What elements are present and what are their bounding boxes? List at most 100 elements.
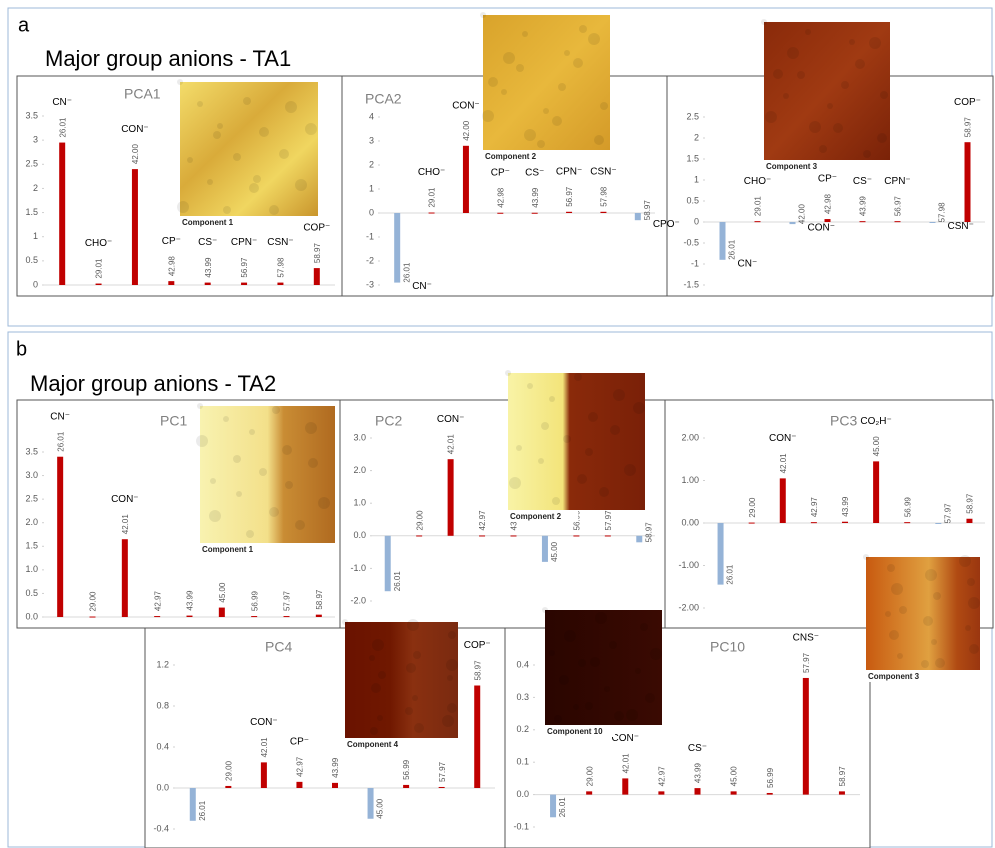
mass-label: 42.98 <box>824 193 833 214</box>
image-texture <box>209 510 221 522</box>
y-tick-label: 0.4 <box>516 659 529 669</box>
image-texture <box>213 131 221 139</box>
y-tick-label: 3.0 <box>25 470 38 480</box>
image-texture <box>885 611 891 617</box>
chart: PC4 -0.4 0.0 0.4 0.8 1.2 26.01 29.00 42.01 CON⁻ 42… <box>153 639 495 833</box>
image-texture <box>207 179 213 185</box>
bar <box>204 282 211 285</box>
image-texture <box>588 33 600 45</box>
caption-bg <box>483 150 553 162</box>
mass-label: 56.99 <box>903 497 912 518</box>
mass-label: 29.01 <box>95 258 104 279</box>
image-texture <box>246 530 254 538</box>
image-texture <box>921 660 929 668</box>
mass-label: 42.00 <box>798 204 807 225</box>
image-texture <box>610 425 620 435</box>
image-texture <box>522 31 528 37</box>
mass-label: 42.97 <box>296 756 305 777</box>
bar <box>186 615 193 617</box>
image-texture <box>923 616 933 626</box>
ion-label: CSN⁻ <box>590 166 616 177</box>
image-texture <box>524 129 536 141</box>
image-texture <box>773 69 783 79</box>
bar <box>403 784 410 788</box>
image-texture <box>269 507 279 517</box>
ion-label: CP⁻ <box>162 236 181 247</box>
image-texture <box>614 711 624 721</box>
image-texture <box>197 403 203 409</box>
image-texture <box>624 464 636 476</box>
image-texture <box>318 497 330 509</box>
y-tick-label: -0.4 <box>153 823 169 833</box>
image-texture <box>549 650 555 656</box>
image-texture <box>805 29 811 35</box>
mass-label: 56.97 <box>240 257 249 278</box>
bar <box>296 781 303 788</box>
ion-label: CNS⁻ <box>793 633 819 644</box>
y-tick-label: 4 <box>369 111 374 121</box>
bar <box>59 142 66 285</box>
mass-label: 45.00 <box>872 436 881 457</box>
mass-label: 42.97 <box>478 510 487 531</box>
ion-label: CN⁻ <box>52 97 72 108</box>
image-texture <box>626 709 638 721</box>
image-texture <box>809 121 821 133</box>
y-tick-label: 1 <box>33 231 38 241</box>
image-texture <box>505 370 511 376</box>
image-texture <box>541 422 549 430</box>
y-tick-label: -0.5 <box>683 237 699 247</box>
component-image <box>200 406 335 543</box>
y-tick-label: 2.5 <box>25 494 38 504</box>
y-tick-label: 1.2 <box>156 659 169 669</box>
image-texture <box>210 478 216 484</box>
y-tick-label: 2.0 <box>353 465 366 475</box>
chart-title: PC10 <box>710 639 745 655</box>
mass-label: 57.98 <box>938 202 947 223</box>
chart: PC3 -2.00 -1.00 0.00 1.00 2.00 26.01 29.00 42.01… <box>678 413 985 612</box>
image-texture <box>413 651 421 659</box>
bar <box>859 221 866 223</box>
bar <box>966 518 973 523</box>
bar <box>89 616 96 618</box>
mass-label: 42.97 <box>657 766 666 787</box>
image-texture <box>594 135 604 145</box>
mass-label: 42.01 <box>447 434 456 455</box>
image-texture <box>600 102 608 110</box>
chart-title: PC4 <box>265 639 292 655</box>
image-texture <box>613 389 625 401</box>
mass-label: 43.99 <box>531 187 540 208</box>
mass-label: 29.00 <box>89 591 98 612</box>
image-texture <box>223 206 231 214</box>
bar <box>810 522 817 524</box>
chart: PC10 -0.1 0.0 0.1 0.2 0.3 0.4 26.01 29.00 42.01 CO… <box>513 633 860 831</box>
bar <box>168 281 175 285</box>
bar <box>95 283 102 285</box>
ion-label: CON⁻ <box>612 733 640 744</box>
image-texture <box>552 497 560 505</box>
y-tick-label: 0 <box>694 216 699 226</box>
caption-bg <box>866 670 936 682</box>
y-tick-label: 3.5 <box>25 446 38 456</box>
mass-label: 45.00 <box>218 582 227 603</box>
charts: PCA100.511.522.533.526.01CN⁻29.01CHO⁻42.… <box>25 86 985 833</box>
image-texture <box>579 25 587 33</box>
image-texture <box>249 183 259 193</box>
y-tick-label: 2 <box>369 159 374 169</box>
image-texture <box>889 630 899 640</box>
image-texture <box>305 422 317 434</box>
y-tick-label: 0.5 <box>25 588 38 598</box>
image-texture <box>371 683 381 693</box>
bar <box>894 221 901 223</box>
bar <box>636 535 643 543</box>
bar <box>251 616 258 618</box>
image-texture <box>177 79 183 85</box>
y-tick-label: 2.5 <box>686 111 699 121</box>
bar <box>154 616 161 618</box>
caption-bg <box>545 725 615 737</box>
bar <box>189 788 196 821</box>
ion-label: CPO⁻ <box>653 219 680 230</box>
panel-title: Major group anions - TA1 <box>45 46 291 71</box>
y-tick-label: 0.5 <box>686 195 699 205</box>
mass-label: 43.99 <box>694 763 703 784</box>
image-texture <box>965 625 971 631</box>
